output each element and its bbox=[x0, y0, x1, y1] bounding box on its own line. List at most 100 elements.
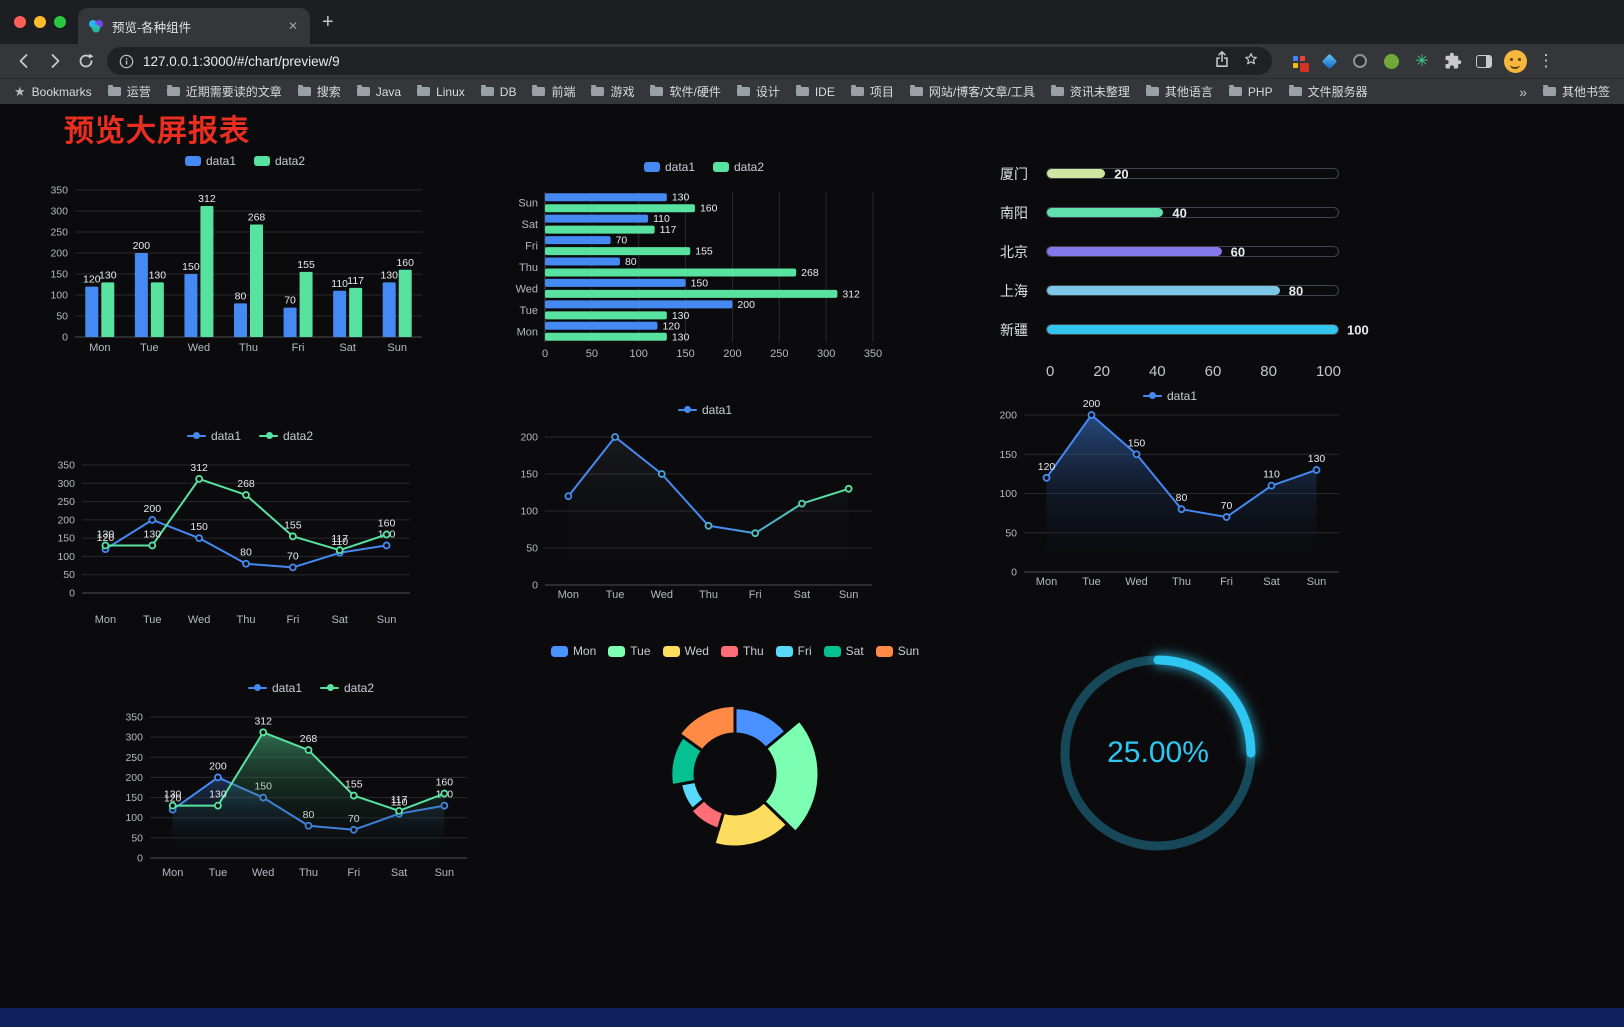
window-zoom-button[interactable] bbox=[54, 16, 66, 28]
legend-item-data1[interactable]: data1 bbox=[247, 681, 302, 695]
svg-text:100: 100 bbox=[50, 290, 68, 302]
extension-diamond-icon[interactable] bbox=[1317, 49, 1341, 73]
extension-dark-circle-icon[interactable] bbox=[1348, 49, 1372, 73]
svg-text:150: 150 bbox=[1128, 437, 1146, 449]
svg-text:110: 110 bbox=[331, 278, 348, 290]
back-button[interactable] bbox=[8, 51, 39, 71]
bookmark-folder[interactable]: DB bbox=[480, 83, 516, 100]
bookmark-star-icon[interactable] bbox=[1242, 50, 1260, 73]
legend-item-sat[interactable]: Sat bbox=[823, 644, 864, 658]
svg-text:130: 130 bbox=[164, 789, 182, 801]
extension-grid-icon[interactable] bbox=[1286, 49, 1310, 73]
svg-text:Mon: Mon bbox=[95, 614, 116, 626]
other-bookmarks-button[interactable]: 其他书签 bbox=[1542, 83, 1610, 100]
bookmark-folder[interactable]: 前端 bbox=[532, 83, 575, 100]
legend-item-data2[interactable]: data2 bbox=[254, 154, 305, 168]
bookmark-folder[interactable]: 项目 bbox=[850, 83, 894, 100]
bookmark-folder[interactable]: Linux bbox=[417, 83, 465, 100]
bookmark-folder[interactable]: PHP bbox=[1228, 83, 1273, 100]
legend-line-icon bbox=[259, 432, 278, 439]
svg-text:200: 200 bbox=[209, 760, 227, 772]
svg-text:268: 268 bbox=[300, 733, 318, 745]
legend-item-wed[interactable]: Wed bbox=[662, 644, 709, 658]
bookmark-folder[interactable]: 近期需要读的文章 bbox=[166, 83, 282, 100]
legend-item-data2[interactable]: data2 bbox=[713, 160, 764, 174]
bookmark-folder[interactable]: 其他语言 bbox=[1145, 83, 1213, 100]
chart-legend: data1 data2 bbox=[505, 160, 903, 174]
legend-item-tue[interactable]: Tue bbox=[608, 644, 651, 658]
chart-legend: data1 data2 bbox=[40, 154, 450, 168]
bookmark-folder[interactable]: 资讯未整理 bbox=[1050, 83, 1130, 100]
window-minimize-button[interactable] bbox=[34, 16, 46, 28]
url-text[interactable]: 127.0.0.1:3000/#/chart/preview/9 bbox=[143, 53, 340, 69]
capsule-row[interactable]: 厦门 20 bbox=[1000, 154, 1380, 193]
line-area-plot[interactable]: 0 50 100 150 200 250 300 350 Mon Tue Wed Thu Fri Sat S… bbox=[95, 675, 527, 890]
legend-item-data1[interactable]: data1 bbox=[186, 429, 241, 443]
rose-pie-plot[interactable] bbox=[635, 668, 835, 888]
extensions-puzzle-icon[interactable] bbox=[1441, 49, 1465, 73]
window-close-button[interactable] bbox=[14, 16, 26, 28]
bookmark-folder[interactable]: 设计 bbox=[736, 83, 780, 100]
svg-text:312: 312 bbox=[842, 288, 860, 300]
legend-item-mon[interactable]: Mon bbox=[550, 644, 596, 658]
svg-text:117: 117 bbox=[391, 794, 408, 806]
bookmark-folder[interactable]: 搜索 bbox=[297, 83, 341, 100]
bookmark-folder[interactable]: IDE bbox=[795, 83, 835, 100]
line-two-series-plot[interactable]: 0 50 100 150 200 250 300 350 Mon Tue Wed Thu Fri Sat S… bbox=[40, 425, 460, 637]
legend-item-sun[interactable]: Sun bbox=[875, 644, 919, 658]
legend-item-data1[interactable]: data1 bbox=[1142, 389, 1197, 403]
bookmark-folder[interactable]: 文件服务器 bbox=[1288, 83, 1368, 100]
capsule-row[interactable]: 上海 80 bbox=[1000, 271, 1380, 310]
svg-text:300: 300 bbox=[50, 206, 68, 218]
forward-button[interactable] bbox=[39, 51, 70, 71]
svg-text:130: 130 bbox=[672, 192, 690, 204]
profile-avatar[interactable] bbox=[1503, 49, 1527, 73]
site-info-icon[interactable] bbox=[119, 54, 134, 69]
legend-item-fri[interactable]: Fri bbox=[775, 644, 812, 658]
extension-star-icon[interactable]: ✳ bbox=[1415, 53, 1429, 70]
capsule-row[interactable]: 南阳 40 bbox=[1000, 193, 1380, 232]
bookmark-folder[interactable]: Java bbox=[356, 83, 401, 100]
extension-green-circle-icon[interactable] bbox=[1379, 49, 1403, 73]
bookmark-folder[interactable]: 软件/硬件 bbox=[650, 83, 721, 100]
browser-tab[interactable]: 预览-各种组件 ✕ bbox=[78, 8, 310, 44]
new-tab-button[interactable]: + bbox=[322, 11, 334, 33]
folder-icon bbox=[297, 84, 311, 96]
share-page-icon[interactable] bbox=[1214, 50, 1230, 73]
svg-text:50: 50 bbox=[131, 832, 143, 844]
capsule-row[interactable]: 北京 60 bbox=[1000, 232, 1380, 271]
svg-text:120: 120 bbox=[662, 320, 680, 332]
legend-item-data1[interactable]: data1 bbox=[184, 154, 236, 168]
area-line-plot[interactable]: 0 50 100 150 200 Mon Tue Wed Thu Fri Sat Sun 120 200 1… bbox=[985, 385, 1355, 595]
svg-text:250: 250 bbox=[770, 348, 788, 360]
legend-swatch-icon bbox=[775, 645, 793, 657]
svg-text:150: 150 bbox=[57, 533, 75, 545]
svg-text:350: 350 bbox=[57, 460, 75, 472]
svg-text:Wed: Wed bbox=[516, 283, 538, 295]
gradient-line-plot[interactable]: 0 50 100 150 200 Mon Tue Wed Thu Fri Sat Sun bbox=[505, 395, 905, 610]
legend-item-data1[interactable]: data1 bbox=[643, 160, 695, 174]
bookmarks-overflow-button[interactable]: » bbox=[1519, 83, 1527, 100]
address-bar[interactable]: 127.0.0.1:3000/#/chart/preview/9 bbox=[107, 47, 1272, 75]
svg-text:Tue: Tue bbox=[143, 614, 162, 626]
svg-text:Thu: Thu bbox=[237, 614, 256, 626]
svg-text:Mon: Mon bbox=[1036, 576, 1057, 588]
bookmark-folder[interactable]: 运营 bbox=[107, 83, 151, 100]
reload-button[interactable] bbox=[70, 51, 101, 71]
svg-text:Sun: Sun bbox=[435, 867, 455, 879]
capsule-row[interactable]: 新疆 100 bbox=[1000, 310, 1380, 349]
bookmark-folder[interactable]: 游戏 bbox=[591, 83, 634, 100]
svg-text:117: 117 bbox=[331, 533, 348, 545]
legend-item-data1[interactable]: data1 bbox=[677, 403, 732, 417]
bookmarks-menu-button[interactable]: ★ Bookmarks bbox=[14, 83, 92, 99]
grouped-bar-plot[interactable]: 0 50 100 150 200 250 300 350 Mon Tue Wed Thu Fri Sat S… bbox=[40, 148, 450, 363]
legend-item-data2[interactable]: data2 bbox=[259, 429, 313, 443]
side-panel-icon[interactable] bbox=[1472, 49, 1496, 73]
tab-close-icon[interactable]: ✕ bbox=[287, 19, 298, 33]
legend-item-thu[interactable]: Thu bbox=[720, 644, 764, 658]
browser-menu-icon[interactable]: ⋮ bbox=[1537, 51, 1555, 70]
legend-item-data2[interactable]: data2 bbox=[320, 681, 374, 695]
bookmark-folder[interactable]: 网站/博客/文章/工具 bbox=[909, 83, 1035, 100]
svg-text:0: 0 bbox=[62, 332, 68, 344]
